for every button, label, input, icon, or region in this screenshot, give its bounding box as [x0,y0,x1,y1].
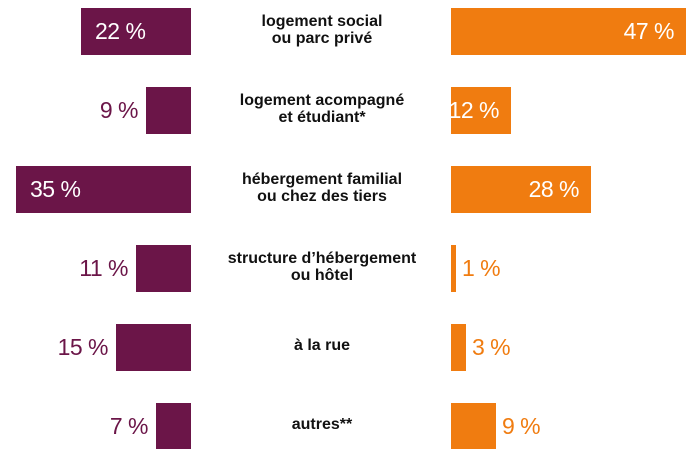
bar [146,87,191,134]
value-label: 3 % [472,334,511,360]
value-label: 11 % [79,255,128,281]
value-label: 22 % [95,18,146,44]
bar [156,403,191,449]
value-label: 9 % [99,97,139,123]
bar [136,245,191,292]
value-label: 47 % [623,18,675,44]
category-label: hébergement familial ou chez des tiers [241,170,403,205]
bar [451,8,686,55]
value-label: 35 % [30,176,81,202]
bar [451,166,591,213]
bar [116,324,191,371]
value-label: 12 % [448,97,500,123]
value-label: 7 % [109,413,149,439]
category-label: autres** [291,416,353,433]
value-label: 15 % [57,334,109,360]
bar [451,403,496,449]
bar [81,8,191,55]
value-label: 28 % [528,176,580,202]
bar [16,166,191,213]
category-label: logement acompagné et étudiant* [239,91,405,126]
category-label: à la rue [293,337,351,354]
bar [451,324,466,371]
bar [451,87,511,134]
category-label: structure d’hébergement ou hôtel [227,249,417,284]
bar [451,245,456,292]
category-label: logement social ou parc privé [261,12,383,47]
value-label: 9 % [502,413,541,439]
value-label: 1 % [462,255,501,281]
